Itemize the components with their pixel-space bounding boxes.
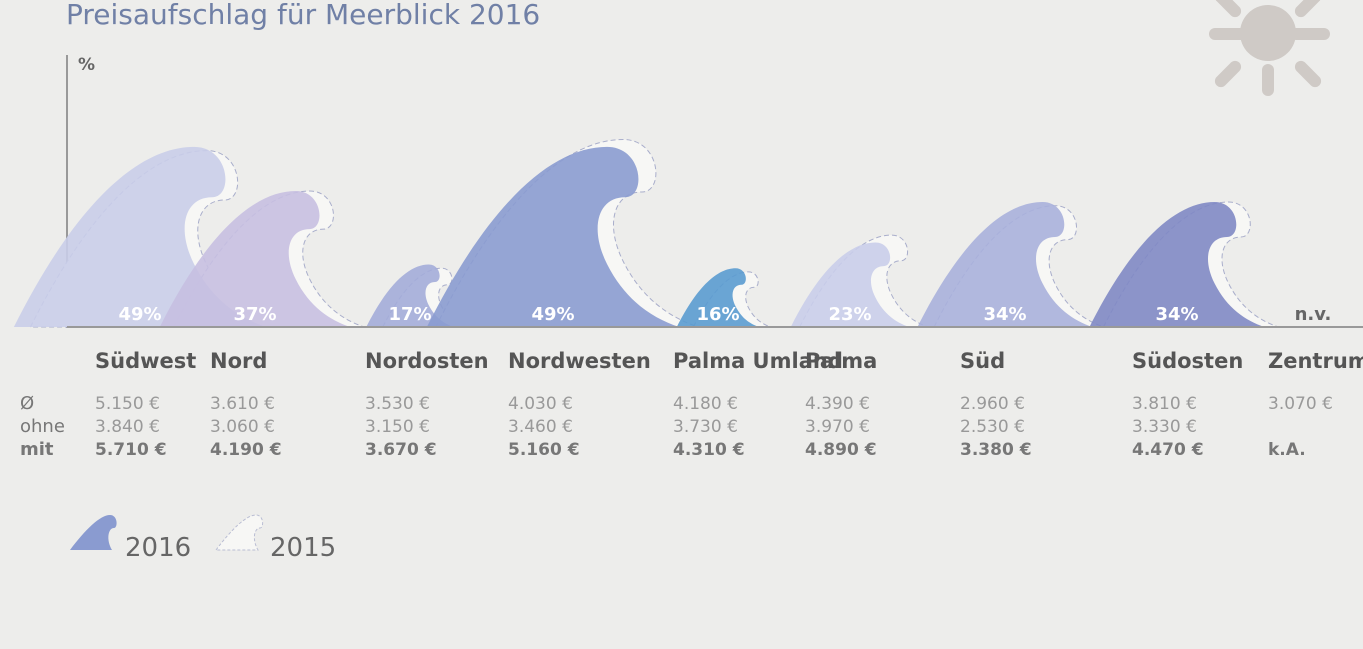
row-label: ohne (20, 416, 65, 437)
table-cell: 3.840 € (95, 417, 160, 437)
table-cell: 3.150 € (365, 417, 430, 437)
row-label: Ø (20, 393, 34, 414)
value-label: 34% (983, 304, 1026, 325)
y-axis-label: % (78, 55, 95, 75)
chart-title: Preisaufschlag für Meerblick 2016 (66, 0, 540, 31)
table-cell: 3.530 € (365, 394, 430, 414)
value-label: 23% (828, 304, 871, 325)
category-label: Südosten (1132, 349, 1243, 373)
table-cell: 3.460 € (508, 417, 573, 437)
table-cell: 3.330 € (1132, 417, 1197, 437)
value-label: n.v. (1295, 304, 1332, 325)
category-label: Süd (960, 349, 1005, 373)
category-label: Nord (210, 349, 267, 373)
table-cell: 4.310 € (673, 440, 745, 460)
category-label: Zentrum (1268, 349, 1363, 373)
table-cell: 4.470 € (1132, 440, 1204, 460)
table-cell: 3.970 € (805, 417, 870, 437)
table-cell: 3.730 € (673, 417, 738, 437)
table-cell: 3.380 € (960, 440, 1032, 460)
table-cell: 3.670 € (365, 440, 437, 460)
table-cell: 5.150 € (95, 394, 160, 414)
chart: Preisaufschlag für Meerblick 2016 % 49% 3… (0, 0, 1363, 649)
value-label: 49% (531, 304, 574, 325)
value-label: 49% (118, 304, 161, 325)
category-label: Nordosten (365, 349, 489, 373)
table-cell: 4.390 € (805, 394, 870, 414)
table-cell: 4.180 € (673, 394, 738, 414)
row-label: mit (20, 439, 54, 460)
category-label: Nordwesten (508, 349, 651, 373)
table-cell: 2.960 € (960, 394, 1025, 414)
table-cell: 4.190 € (210, 440, 282, 460)
table-cell: 4.030 € (508, 394, 573, 414)
table-cell: k.A. (1268, 440, 1306, 460)
value-label: 16% (696, 304, 739, 325)
table-cell: 5.710 € (95, 440, 167, 460)
legend-label: 2016 (125, 533, 191, 563)
table-cell: 4.890 € (805, 440, 877, 460)
value-label: 37% (233, 304, 276, 325)
value-label: 17% (388, 304, 431, 325)
table-cell: 3.610 € (210, 394, 275, 414)
table-cell: 5.160 € (508, 440, 580, 460)
legend-label: 2015 (270, 533, 336, 563)
category-label: Südwest (95, 349, 196, 373)
table-cell: 3.070 € (1268, 394, 1333, 414)
table-cell: 3.060 € (210, 417, 275, 437)
table-cell: 3.810 € (1132, 394, 1197, 414)
table-cell: 2.530 € (960, 417, 1025, 437)
category-label: Palma (805, 349, 877, 373)
value-label: 34% (1155, 304, 1198, 325)
